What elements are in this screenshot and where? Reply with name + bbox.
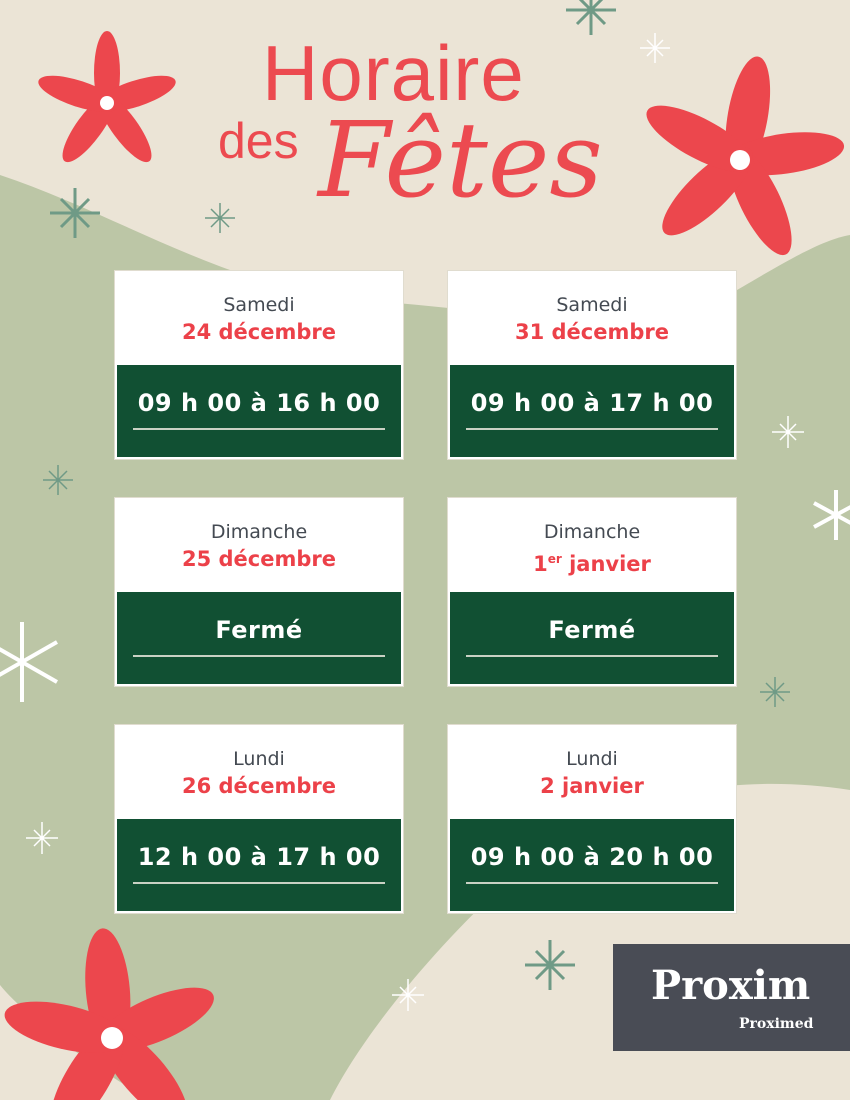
divider	[466, 882, 718, 884]
snowflake-icon	[43, 0, 790, 990]
date-label: 2 janvier	[540, 774, 644, 798]
hours-label: 12 h 00 à 17 h 00	[137, 843, 381, 871]
poinsettia-icon	[4, 31, 845, 1100]
date-label: 31 décembre	[514, 320, 669, 344]
day-label: Samedi	[556, 294, 628, 316]
hours-label: 09 h 00 à 17 h 00	[470, 389, 714, 417]
day-label: Lundi	[566, 748, 618, 770]
logo-brand: Proxim	[651, 962, 811, 1009]
schedule-card: Dimanche 25 décembre Fermé	[115, 498, 403, 686]
schedule-card: Samedi 24 décembre 09 h 00 à 16 h 00	[115, 271, 403, 459]
divider	[133, 655, 385, 657]
date-label: 25 décembre	[181, 547, 336, 571]
hours-label: Fermé	[548, 616, 636, 644]
day-label: Lundi	[233, 748, 285, 770]
date-label: 26 décembre	[181, 774, 336, 798]
title-fetes: Fêtes	[318, 99, 603, 221]
divider	[133, 882, 385, 884]
date-superscript: er	[547, 552, 562, 566]
schedule-card: Lundi 26 décembre 12 h 00 à 17 h 00	[115, 725, 403, 913]
day-label: Dimanche	[210, 521, 308, 543]
day-label: Dimanche	[543, 521, 641, 543]
day-label: Samedi	[223, 294, 295, 316]
schedule-card: Samedi 31 décembre 09 h 00 à 17 h 00	[448, 271, 736, 459]
date-month: janvier	[561, 552, 651, 576]
hours-label: 09 h 00 à 16 h 00	[137, 389, 381, 417]
snowflake-icon	[0, 33, 850, 1011]
title-horaire: Horaire	[262, 29, 525, 117]
hours-label: 09 h 00 à 20 h 00	[470, 843, 714, 871]
divider	[466, 428, 718, 430]
date-label: 24 décembre	[181, 320, 336, 344]
schedule-card: Dimanche 1er janvier Fermé	[448, 498, 736, 686]
divider	[466, 655, 718, 657]
hours-label: Fermé	[215, 616, 303, 644]
title-des: des	[218, 113, 299, 169]
date-label: 1er janvier	[450, 544, 734, 579]
date-number: 1	[533, 552, 548, 576]
divider	[133, 428, 385, 430]
logo-sub-brand: Proximed	[739, 1016, 814, 1032]
schedule-card: Lundi 2 janvier 09 h 00 à 20 h 00	[448, 725, 736, 913]
proxim-logo: Proxim Proximed	[613, 944, 850, 1051]
